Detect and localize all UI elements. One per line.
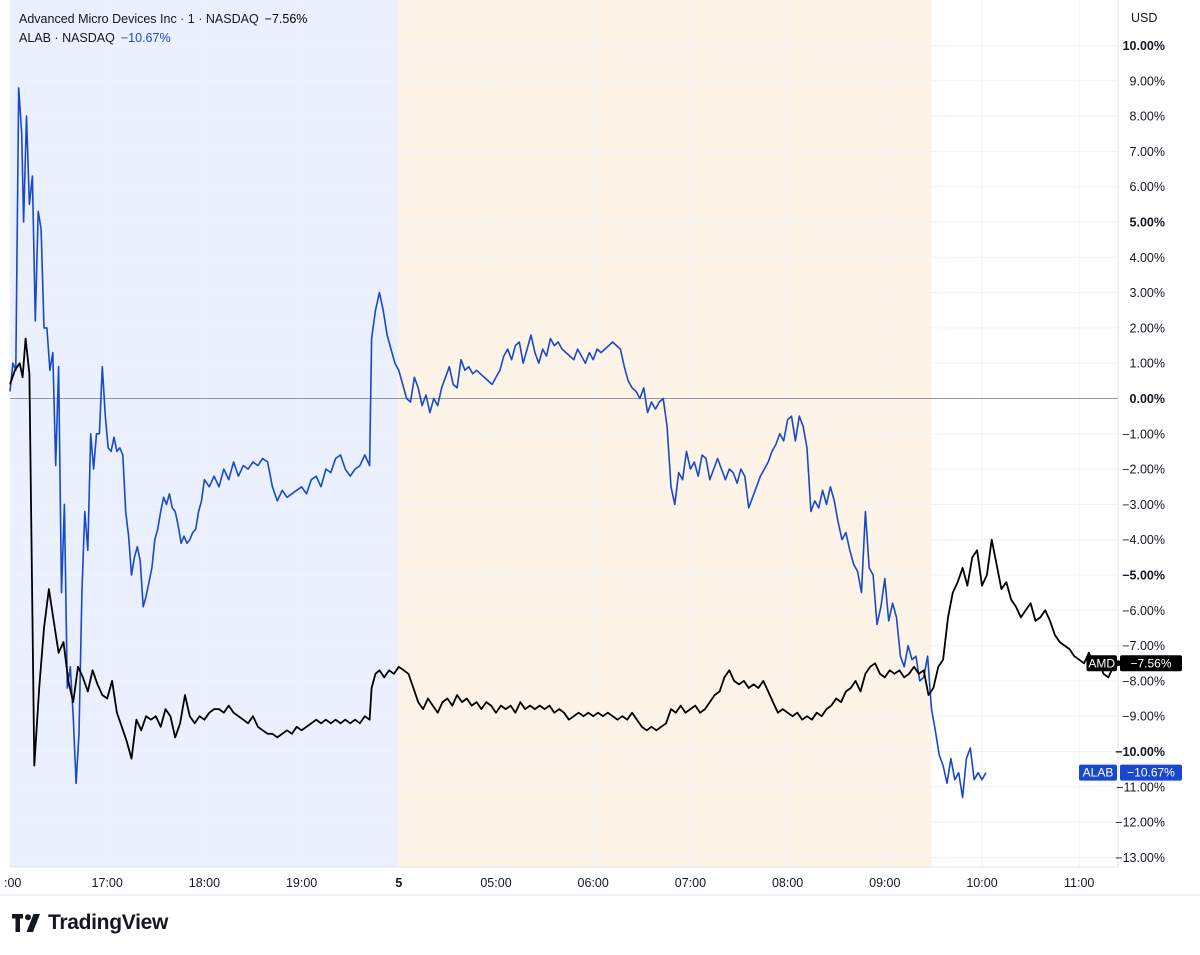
x-tick-label: 06:00 — [578, 876, 609, 890]
y-tick-label: 2.00% — [1130, 321, 1165, 335]
legend-row-alab[interactable]: ALAB · NASDAQ −10.67% — [19, 29, 307, 48]
legend-alab-name: ALAB · NASDAQ — [19, 31, 115, 45]
y-tick-label: 1.00% — [1130, 357, 1165, 371]
price-tag-name: ALAB — [1083, 766, 1114, 780]
y-tick-label: 9.00% — [1130, 74, 1165, 88]
y-tick-label: −12.00% — [1115, 816, 1165, 830]
tradingview-logo-icon — [12, 914, 40, 932]
chart-legend: Advanced Micro Devices Inc · 1 · NASDAQ −… — [19, 10, 307, 48]
axes — [0, 0, 1200, 896]
x-tick-label: 17:00 — [92, 876, 123, 890]
x-tick-label: :00 — [4, 876, 21, 890]
tradingview-logo[interactable]: TradingView — [12, 911, 168, 935]
y-axis-labels: 10.00% 9.00% 8.00% 7.00% 6.00% 5.00% 4.00% 3.00… — [1115, 39, 1165, 865]
price-tag-value: −10.67% — [1127, 766, 1175, 780]
y-tick-label: −10.00% — [1115, 745, 1165, 759]
y-tick-label: 5.00% — [1130, 216, 1165, 230]
price-tag-amd: AMD −7.56% — [1086, 655, 1182, 672]
x-axis-labels: :00 17:00 18:00 19:00 5 05:00 06:00 07:00 08:00 0… — [4, 876, 1094, 890]
x-tick-label: 07:00 — [675, 876, 706, 890]
series-line-alab — [9, 87, 987, 799]
price-tags: AMD −7.56% ALAB −10.67% — [1079, 655, 1182, 781]
price-tag-alab: ALAB −10.67% — [1079, 764, 1182, 781]
y-tick-label: −9.00% — [1122, 710, 1165, 724]
legend-row-amd[interactable]: Advanced Micro Devices Inc · 1 · NASDAQ −… — [19, 10, 307, 29]
y-tick-label: −5.00% — [1122, 569, 1165, 583]
y-tick-label: 8.00% — [1130, 110, 1165, 124]
series-line-amd — [9, 337, 1119, 767]
y-tick-label: −2.00% — [1122, 463, 1165, 477]
y-tick-label: 6.00% — [1130, 180, 1165, 194]
y-tick-label: −11.00% — [1116, 780, 1165, 794]
y-tick-label: −4.00% — [1122, 533, 1165, 547]
x-tick-label: 18:00 — [189, 876, 220, 890]
y-tick-label: 7.00% — [1130, 145, 1165, 159]
x-tick-label: 05:00 — [480, 876, 511, 890]
legend-alab-change: −10.67% — [120, 31, 171, 45]
y-tick-label: −7.00% — [1122, 639, 1165, 653]
grid — [9, 0, 1118, 867]
y-tick-label: −1.00% — [1122, 427, 1165, 441]
currency-label[interactable]: USD — [1131, 11, 1158, 25]
y-tick-label: −3.00% — [1122, 498, 1165, 512]
x-tick-label: 09:00 — [869, 876, 900, 890]
price-tag-value: −7.56% — [1130, 656, 1171, 670]
y-tick-label: 3.00% — [1130, 286, 1165, 300]
price-tag-name-bg — [1086, 655, 1117, 672]
y-tick-label: 4.00% — [1130, 251, 1165, 265]
price-tag-value-bg — [1120, 655, 1182, 672]
price-tag-value-bg — [1120, 764, 1182, 781]
x-tick-label: 10:00 — [966, 876, 997, 890]
y-tick-label: 10.00% — [1123, 39, 1165, 53]
x-tick-label: 5 — [395, 876, 402, 890]
y-tick-label: −8.00% — [1122, 674, 1165, 688]
x-tick-label: 19:00 — [286, 876, 317, 890]
y-tick-label: −13.00% — [1115, 851, 1165, 865]
legend-amd-change: −7.56% — [264, 12, 308, 26]
price-tag-name: AMD — [1088, 656, 1115, 670]
x-tick-label: 08:00 — [772, 876, 803, 890]
legend-amd-name: Advanced Micro Devices Inc · 1 · NASDAQ — [19, 12, 259, 26]
price-tag-name-bg — [1079, 764, 1117, 781]
tradingview-wordmark: TradingView — [48, 911, 169, 934]
y-tick-label: 0.00% — [1130, 392, 1165, 406]
x-tick-label: 11:00 — [1064, 876, 1094, 890]
y-tick-label: −6.00% — [1122, 604, 1165, 618]
